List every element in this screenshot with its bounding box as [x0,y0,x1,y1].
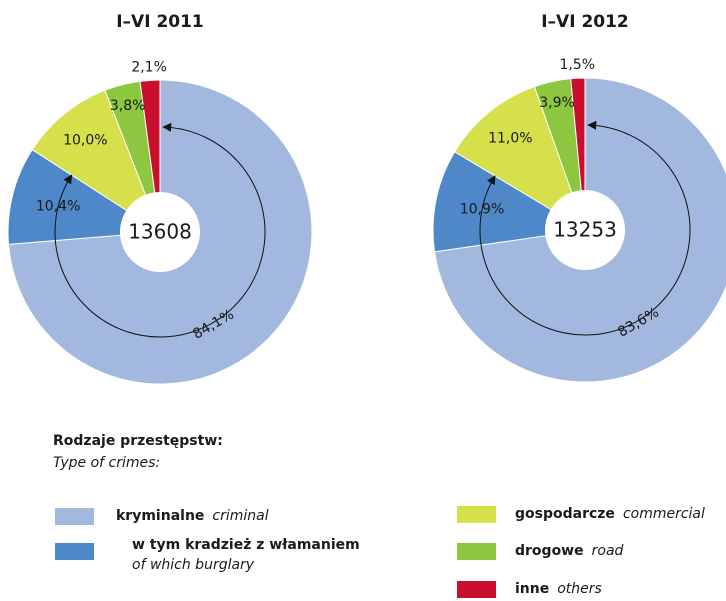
legend-swatch [457,506,496,523]
legend-name: kryminalne [116,508,204,524]
share-arc [54,122,266,338]
legend-label: gospodarcze commercial [515,506,705,522]
legend-swatch [457,543,496,560]
legend-name-en: commercial [623,506,705,522]
legend-name: gospodarcze [515,506,615,522]
legend-swatch [457,581,496,598]
center-hole [545,190,625,270]
legend-name-en: criminal [212,508,268,524]
legend-title: Rodzaje przestępstw: [53,433,223,449]
value-label: 3,8% [110,98,146,114]
legend-label: kryminalne criminal [116,508,269,524]
legend-label: inne others [515,581,602,597]
chart-title: I–VI 2011 [116,12,204,32]
legend-name-en: others [557,581,602,597]
legend-label-en: of which burglary [132,557,255,573]
value-label: 11,0% [488,131,532,147]
center-hole [120,192,200,272]
legend-subtitle: Type of crimes: [53,455,160,471]
legend-swatch [55,508,94,525]
total-label: 13608 [128,220,192,244]
legend-swatch [55,543,94,560]
value-label: 3,9% [539,95,575,111]
value-label: 10,0% [63,133,107,149]
legend-label: w tym kradzież z włamaniem [132,537,360,553]
total-label: 13253 [553,218,617,242]
share-arc [479,120,691,336]
value-label: 1,5% [559,57,595,73]
legend-name: drogowe [515,543,584,559]
legend-label: drogowe road [515,543,624,559]
value-label: 2,1% [131,59,167,75]
legend-name: inne [515,581,549,597]
chart-title: I–VI 2012 [541,12,629,32]
legend-name-en: road [592,543,624,559]
